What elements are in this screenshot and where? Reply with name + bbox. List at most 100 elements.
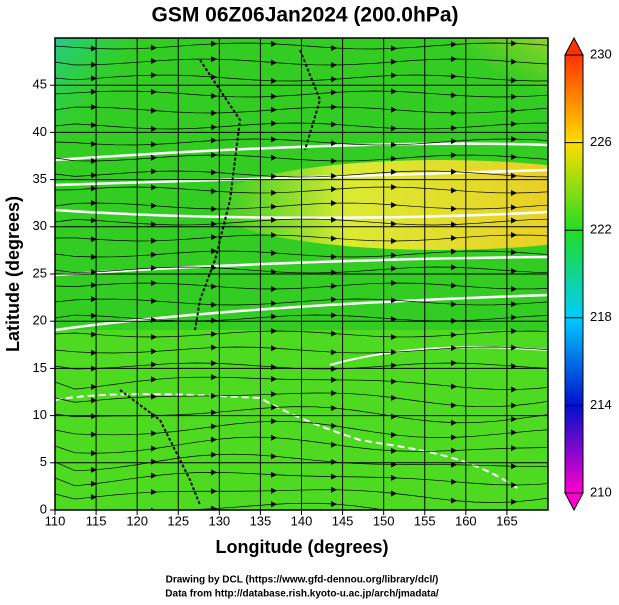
stream-arrow (271, 404, 277, 411)
stream-arrow (331, 186, 337, 193)
colorbar-tick-label: 230 (590, 46, 612, 61)
colorbar-extend-min (564, 492, 584, 512)
stream-arrow (391, 88, 397, 95)
stream-arrow (211, 330, 217, 337)
stream-arrow (151, 168, 157, 175)
stream-arrow (331, 157, 337, 164)
stream-arrow (451, 497, 457, 504)
x-axis-label: Longitude (degrees) (215, 537, 388, 557)
stream-arrow (91, 88, 97, 95)
stream-arrow (211, 137, 217, 144)
stream-arrow (151, 376, 157, 383)
stream-arrow (451, 264, 457, 271)
stream-arrow (391, 220, 397, 227)
credit: Data from http://database.rish.kyoto-u.a… (165, 589, 439, 600)
y-tick-label: 40 (33, 124, 47, 139)
stream-arrow (391, 106, 397, 113)
stream-arrow (511, 445, 517, 452)
streamline (55, 106, 548, 114)
streamline (55, 489, 548, 503)
stream-arrow (451, 152, 457, 159)
stream-arrow (91, 200, 97, 207)
stream-arrow (271, 313, 277, 320)
stream-arrow (211, 188, 217, 195)
stream-arrow (211, 317, 217, 324)
stream-arrow (451, 73, 457, 80)
stream-arrow (331, 44, 337, 51)
stream-arrow (91, 349, 97, 356)
stream-arrow (91, 480, 97, 487)
stream-arrow (331, 200, 337, 207)
stream-arrow (331, 486, 337, 493)
stream-arrow (211, 409, 217, 416)
stream-arrow (211, 152, 217, 159)
stream-arrow (511, 107, 517, 114)
stream-arrow (511, 204, 517, 211)
stream-arrow (331, 121, 337, 128)
stream-arrow (211, 40, 217, 47)
grid: 110 115 120 125 130 135 140 145 150 155 160 165 0 5 10… (33, 38, 548, 528)
stream-arrow (511, 363, 517, 370)
stream-arrow (271, 249, 277, 256)
streamline (55, 298, 548, 306)
stream-arrow (511, 136, 517, 143)
stream-arrow (331, 422, 337, 429)
stream-arrow (91, 413, 97, 420)
plot-frame (54, 37, 549, 511)
stream-arrow (271, 418, 277, 425)
y-tick-label: 25 (33, 265, 47, 280)
colorbar-tick-label: 222 (590, 222, 612, 237)
stream-arrow (151, 264, 157, 271)
x-tick-label: 120 (126, 513, 148, 528)
stream-arrow (271, 501, 277, 508)
stream-arrow (271, 487, 277, 494)
streamline (55, 472, 548, 487)
stream-arrow (211, 234, 217, 241)
stream-arrow (151, 237, 157, 244)
stream-arrow (271, 376, 277, 383)
stream-arrow (271, 93, 277, 100)
stream-arrow (271, 77, 277, 84)
stream-arrow (271, 154, 277, 161)
streamline (55, 453, 548, 472)
stream-arrow (511, 429, 517, 436)
stream-arrow (91, 122, 97, 129)
stream-arrow (211, 248, 217, 255)
stream-arrow (91, 185, 97, 192)
stream-arrow (211, 283, 217, 290)
stream-arrow (391, 265, 397, 272)
stream-arrow (331, 473, 337, 480)
streamline (55, 234, 548, 242)
stream-arrow (451, 331, 457, 338)
stream-arrow (451, 234, 457, 241)
y-tick-label: 45 (33, 77, 47, 92)
stream-arrow (91, 172, 97, 179)
stream-arrow (391, 316, 397, 323)
streamline (55, 186, 548, 194)
stream-arrow (511, 285, 517, 292)
stream-arrow (331, 216, 337, 223)
stream-arrow (91, 140, 97, 147)
y-tick-label: 0 (40, 501, 47, 516)
stream-arrow (91, 157, 97, 164)
stream-arrow (331, 459, 337, 466)
stream-arrow (391, 362, 397, 369)
stream-arrow (391, 252, 397, 259)
stream-arrow (391, 349, 397, 356)
stream-arrow (511, 58, 517, 65)
stream-arrow (271, 345, 277, 352)
stream-arrow (451, 248, 457, 255)
stream-arrow (451, 168, 457, 175)
stream-arrow (151, 184, 157, 191)
stream-arrow (151, 202, 157, 209)
stream-arrow (511, 402, 517, 409)
stream-arrow (331, 405, 337, 412)
stream-arrow (391, 58, 397, 65)
stream-arrow (271, 189, 277, 196)
stream-arrow (511, 301, 517, 308)
stream-arrow (271, 285, 277, 292)
stream-arrow (331, 61, 337, 68)
colorbar-extend-max (564, 36, 584, 56)
streamlines (55, 40, 548, 510)
